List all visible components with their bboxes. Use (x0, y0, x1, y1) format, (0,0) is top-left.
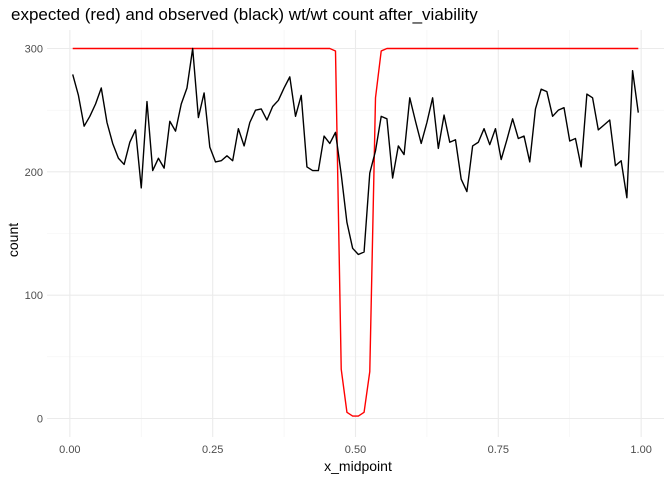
y-tick-label-3: 300 (25, 44, 43, 56)
y-tick-label-1: 100 (25, 290, 43, 302)
x-axis-title: x_midpoint (324, 458, 392, 474)
chart-title: expected (red) and observed (black) wt/w… (11, 5, 478, 24)
y-tick-label-2: 200 (25, 167, 43, 179)
y-tick-labels: 0 100 200 300 (25, 44, 43, 426)
expected-series-line (72, 47, 639, 417)
y-tick-label-0: 0 (37, 414, 43, 426)
x-tick-label-1: 0.25 (202, 444, 223, 456)
x-tick-label-0: 0.00 (59, 444, 80, 456)
y-axis-title: count (5, 223, 21, 257)
observed-series-line (72, 47, 639, 256)
x-tick-label-2: 0.50 (345, 444, 366, 456)
x-tick-label-3: 0.75 (488, 444, 509, 456)
x-tick-label-4: 1.00 (630, 444, 651, 456)
x-tick-labels: 0.00 0.25 0.50 0.75 1.00 (59, 444, 652, 456)
series-layer (72, 47, 639, 417)
